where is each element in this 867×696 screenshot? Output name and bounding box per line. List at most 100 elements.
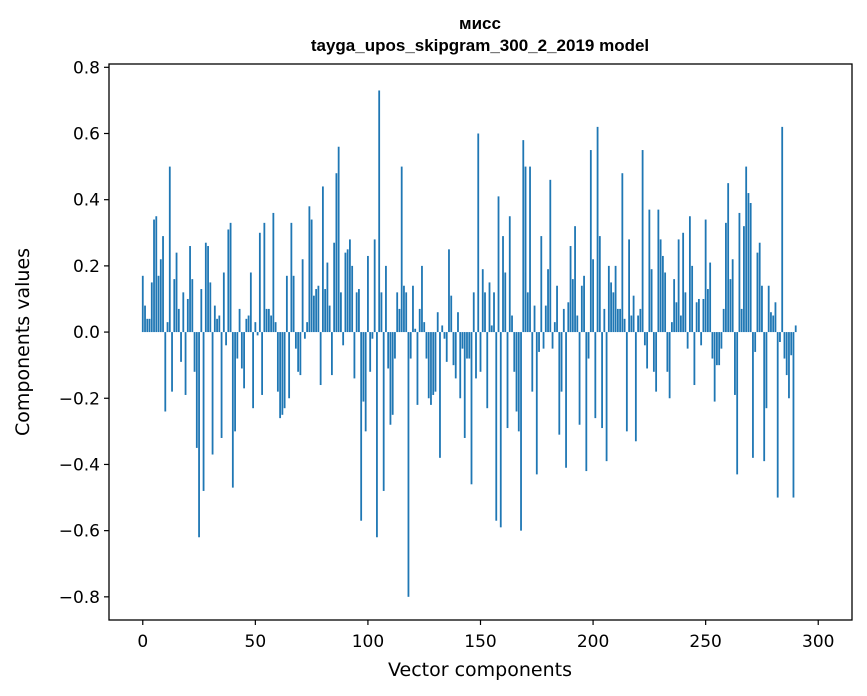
x-axis: 0 50 100 150 200 250 300 [137, 620, 834, 652]
bar-272 [754, 332, 757, 352]
bar-26 [200, 289, 203, 333]
bar-176 [538, 332, 540, 352]
bar-244 [691, 265, 694, 333]
bar-56 [267, 308, 270, 333]
bar-123 [418, 308, 421, 333]
chart-title-line2: tayga_upos_skipgram_300_2_2019 model [311, 36, 649, 55]
bar-166 [515, 332, 518, 412]
bar-61 [279, 332, 282, 419]
bar-132 [439, 332, 441, 458]
bar-183 [553, 322, 556, 333]
bar-258 [722, 308, 725, 333]
bar-283 [779, 332, 781, 342]
bar-43 [238, 308, 241, 333]
bar-273 [756, 252, 759, 333]
bar-240 [682, 232, 685, 333]
bar-38 [227, 229, 230, 333]
bar-53 [261, 332, 264, 395]
bar-171 [526, 292, 529, 333]
bar-126 [425, 332, 428, 359]
bar-194 [578, 332, 581, 425]
bar-102 [371, 332, 374, 339]
y-tick-label: 0.8 [73, 58, 100, 78]
bar-99 [364, 332, 367, 432]
bar-217 [630, 315, 633, 333]
bar-74 [308, 206, 311, 333]
bar-215 [625, 332, 628, 432]
bar-178 [542, 332, 545, 349]
bar-4 [150, 282, 153, 333]
bar-75 [310, 219, 313, 333]
bar-12 [168, 166, 171, 333]
bar-45 [243, 332, 245, 389]
bar-231 [661, 255, 664, 333]
bar-190 [569, 246, 572, 333]
bar-1 [144, 305, 146, 333]
bar-271 [752, 332, 754, 458]
bar-170 [524, 166, 527, 333]
bar-274 [758, 242, 761, 333]
bar-230 [659, 239, 662, 333]
bar-197 [585, 332, 588, 472]
bar-174 [533, 305, 536, 333]
bar-49 [252, 332, 254, 409]
bar-76 [312, 295, 315, 333]
bar-64 [285, 275, 288, 333]
bar-257 [720, 332, 723, 349]
bar-224 [646, 332, 649, 369]
bar-264 [736, 332, 739, 475]
bar-256 [718, 332, 721, 366]
bar-20 [186, 298, 189, 333]
bar-134 [443, 332, 446, 339]
bar-209 [612, 292, 615, 333]
bar-227 [652, 332, 655, 372]
bar-160 [502, 236, 504, 333]
bar-216 [628, 239, 631, 333]
bar-248 [700, 332, 703, 346]
bar-266 [740, 308, 743, 333]
bar-221 [639, 308, 642, 333]
bar-69 [297, 332, 300, 372]
bar-167 [517, 332, 520, 432]
bar-122 [416, 332, 419, 405]
bar-289 [792, 332, 795, 498]
bar-68 [294, 332, 297, 349]
bar-133 [441, 325, 444, 333]
bar-13 [171, 332, 173, 392]
bar-173 [531, 332, 534, 392]
bar-140 [457, 312, 459, 333]
bar-284 [781, 126, 784, 333]
bar-59 [274, 322, 277, 333]
bar-162 [506, 332, 509, 429]
bar-143 [463, 332, 466, 438]
bar-164 [511, 315, 513, 333]
y-tick-label: 0.0 [73, 323, 100, 343]
bar-44 [240, 332, 243, 369]
y-tick-label: −0.6 [59, 522, 100, 542]
bar-108 [385, 265, 387, 333]
bar-161 [504, 272, 507, 333]
bar-52 [258, 232, 261, 333]
bar-107 [382, 332, 385, 491]
bar-236 [673, 279, 676, 333]
bar-113 [396, 292, 399, 333]
bar-260 [727, 183, 730, 333]
bar-9 [162, 236, 164, 333]
bar-214 [623, 318, 626, 333]
bar-280 [772, 315, 775, 333]
bar-82 [326, 262, 329, 333]
bar-222 [641, 150, 644, 333]
bar-165 [513, 332, 516, 372]
bar-189 [567, 302, 570, 333]
y-tick-label: 0.4 [73, 191, 100, 211]
bar-287 [788, 332, 790, 399]
bar-121 [414, 328, 417, 333]
bar-177 [540, 236, 543, 333]
bar-241 [684, 292, 687, 333]
bar-67 [292, 275, 295, 333]
bar-228 [655, 332, 658, 392]
bar-225 [648, 209, 651, 333]
bar-226 [650, 269, 653, 333]
bar-199 [589, 150, 592, 333]
